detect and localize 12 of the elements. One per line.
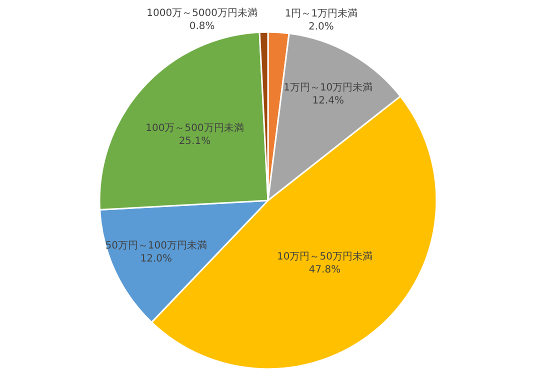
slice-label: 10万円～50万円未満 bbox=[276, 250, 372, 262]
slice-label: 100万～500万円未満 bbox=[146, 122, 244, 134]
data-label: 12.0% bbox=[140, 254, 172, 265]
slice-label: 1000万～5000万円未満 bbox=[146, 7, 258, 20]
data-label: 25.1% bbox=[178, 136, 211, 148]
data-label: 0.8% bbox=[189, 21, 215, 32]
slice-label: 1万円～10万円未満 bbox=[284, 82, 373, 94]
slice-label: 50万円～100万円未満 bbox=[105, 240, 208, 252]
data-label: 12.4% bbox=[312, 96, 344, 107]
data-label: 47.8% bbox=[308, 264, 341, 276]
slice-label: 1円～1万円未満 bbox=[284, 7, 358, 20]
data-label: 2.0% bbox=[308, 21, 334, 32]
